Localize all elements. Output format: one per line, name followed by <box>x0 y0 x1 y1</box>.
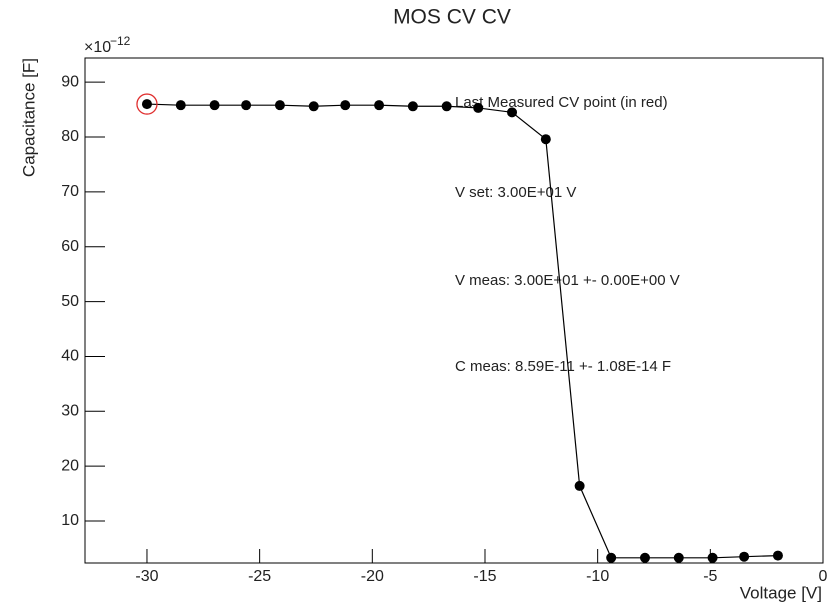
x-tick-label: -10 <box>586 568 609 585</box>
data-point <box>340 100 351 111</box>
y-exponent: −12 <box>110 34 131 48</box>
x-tick-label: -25 <box>248 568 271 585</box>
data-point <box>739 551 750 562</box>
y-tick-label: 30 <box>61 403 79 420</box>
data-point <box>407 101 418 112</box>
annotation: V set: 3.00E+01 V <box>455 184 576 201</box>
x-tick-label: -5 <box>703 568 717 585</box>
y-tick-label: 50 <box>61 293 79 310</box>
data-point <box>308 101 319 112</box>
annotation: Last Measured CV point (in red) <box>455 94 668 111</box>
x-tick-label: -20 <box>361 568 384 585</box>
annotation: C meas: 8.59E-11 +- 1.08E-14 F <box>455 358 671 375</box>
y-tick-label: 60 <box>61 238 79 255</box>
data-point <box>209 100 220 111</box>
data-point <box>574 480 585 491</box>
data-point <box>274 100 285 111</box>
data-point <box>141 99 152 110</box>
data-point <box>241 100 252 111</box>
x-axis-label: Voltage [V] <box>740 583 822 602</box>
y-axis-label: Capacitance [F] <box>19 58 38 177</box>
y-tick-label: 40 <box>61 348 79 365</box>
data-point <box>507 107 518 118</box>
plot-frame <box>84 57 824 564</box>
x-tick-label: 0 <box>819 568 828 585</box>
x-tick-label: -15 <box>473 568 496 585</box>
data-point <box>606 552 617 563</box>
data-point <box>639 552 650 563</box>
x-tick-label: -30 <box>135 568 158 585</box>
y-tick-label: 20 <box>61 457 79 474</box>
y-tick-label: 70 <box>61 183 79 200</box>
data-line <box>146 103 778 559</box>
data-point <box>374 100 385 111</box>
data-point <box>707 552 718 563</box>
annotation: V meas: 3.00E+01 +- 0.00E+00 V <box>455 272 680 289</box>
data-point <box>540 134 551 145</box>
data-point <box>772 550 783 561</box>
data-point <box>175 100 186 111</box>
y-tick-label: 10 <box>61 512 79 529</box>
y-multiplier: ×10 <box>84 39 111 56</box>
highlight-ring <box>136 93 158 115</box>
y-tick-label: 90 <box>61 73 79 90</box>
y-tick-label: 80 <box>61 128 79 145</box>
data-point <box>473 102 484 113</box>
data-point <box>673 552 684 563</box>
data-point <box>441 101 452 112</box>
chart-title: MOS CV CV <box>393 6 511 29</box>
